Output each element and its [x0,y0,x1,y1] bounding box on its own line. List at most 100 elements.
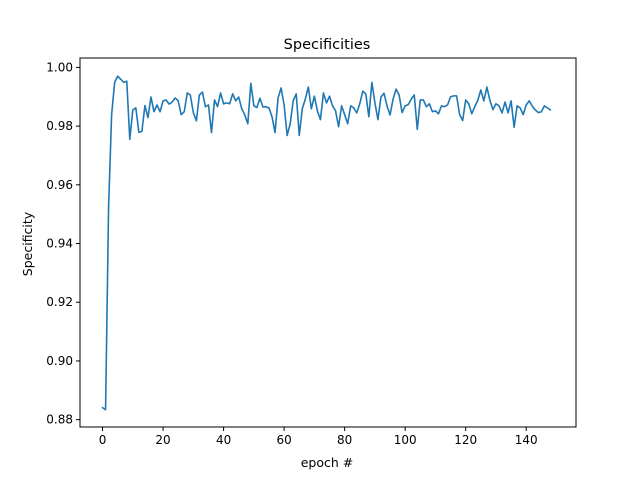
data-point [359,103,361,105]
x-axis-label: epoch # [301,455,354,470]
data-point [513,126,515,128]
data-point [332,105,334,107]
data-point [274,132,276,134]
x-tick-label: 60 [276,433,291,447]
data-point [141,130,143,132]
data-point [440,105,442,107]
x-tick-label: 40 [216,433,231,447]
x-tick-label: 140 [515,433,538,447]
data-point [295,93,297,95]
data-point [304,98,306,100]
data-point [105,409,107,411]
data-point [132,109,134,111]
data-point [177,100,179,102]
data-point [450,96,452,98]
data-point [256,107,258,109]
data-point [398,94,400,96]
y-tick-label: 0.94 [46,237,73,251]
data-point [313,95,315,97]
data-point [395,88,397,90]
data-point [477,99,479,101]
data-point [338,126,340,128]
data-point [347,123,349,125]
data-point [120,78,122,80]
data-point [238,96,240,98]
data-point [174,97,176,99]
data-point [117,75,119,77]
data-point [549,109,551,111]
data-point [377,119,379,121]
data-point [410,98,412,100]
data-point [292,100,294,102]
data-point [165,99,167,101]
data-point [344,114,346,116]
data-point [144,105,146,107]
data-point [310,108,312,110]
data-point [425,106,427,108]
data-point [183,111,185,113]
data-point [350,105,352,107]
data-point [419,99,421,101]
y-tick-label: 0.90 [46,354,73,368]
data-point [480,89,482,91]
data-point [525,104,527,106]
data-point [220,92,222,94]
data-point [422,99,424,101]
data-point [283,104,285,106]
data-point [489,99,491,101]
data-point [189,94,191,96]
data-point [546,107,548,109]
data-point [192,112,194,114]
data-point [277,97,279,99]
data-point [322,92,324,94]
data-point [156,104,158,106]
data-point [510,100,512,102]
data-point [543,105,545,107]
data-point [247,123,249,125]
data-point [271,116,273,118]
y-tick-label: 0.88 [46,413,73,427]
data-point [232,93,234,95]
data-point [171,101,173,103]
data-point [201,91,203,93]
data-point [214,99,216,101]
data-point [434,110,436,112]
data-point [380,96,382,98]
data-point [250,82,252,84]
data-point [374,102,376,104]
data-point [329,95,331,97]
x-tick-label: 120 [454,433,477,447]
data-point [223,103,225,105]
data-point [265,106,267,108]
data-point [540,111,542,113]
data-point [416,128,418,130]
data-point [495,103,497,105]
data-point [108,206,110,208]
data-point [204,106,206,108]
data-point [447,104,449,106]
data-point [286,134,288,136]
data-point [253,105,255,107]
data-point [289,123,291,125]
data-point [307,86,309,88]
data-point [386,105,388,107]
data-point [528,100,530,102]
data-point [162,100,164,102]
data-point [453,95,455,97]
data-point [356,112,358,114]
data-point [365,93,367,95]
data-point [111,114,113,116]
data-point [492,109,494,111]
data-point [444,106,446,108]
data-point [413,94,415,96]
series-line [101,75,552,411]
data-point [129,138,131,140]
data-point [135,107,137,109]
y-tick-label: 0.92 [46,295,73,309]
y-tick-label: 0.98 [46,119,73,133]
data-point [516,105,518,107]
data-point [335,110,337,112]
data-point [259,97,261,99]
